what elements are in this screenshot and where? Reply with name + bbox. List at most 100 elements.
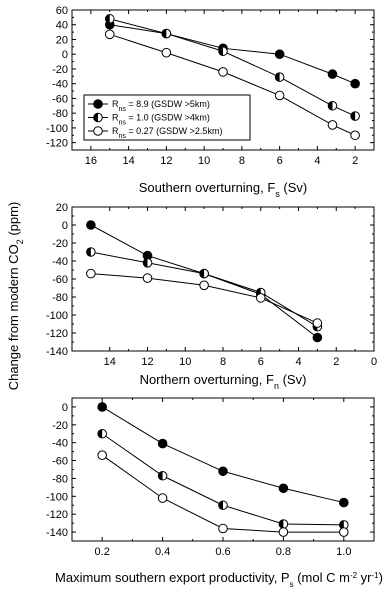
- series-line-half: [101, 433, 344, 526]
- data-point-half: [199, 268, 209, 279]
- y-tick-label: -80: [52, 292, 68, 304]
- x-tick-label: 16: [85, 155, 97, 167]
- data-point-half-half: [86, 247, 91, 257]
- data-point-half-half: [199, 269, 205, 278]
- data-point-half: [157, 470, 168, 481]
- y-tick-label: -80: [52, 473, 68, 485]
- legend-label: Rns = 8.9 (GSDW >5km): [112, 99, 210, 113]
- data-point-open: [199, 280, 209, 291]
- y-tick-label: -120: [46, 328, 68, 340]
- x-tick-label: 6: [258, 356, 264, 368]
- legend: Rns = 8.9 (GSDW >5km)Rns = 1.0 (GSDW >4k…: [83, 94, 251, 141]
- data-point-open: [255, 293, 266, 303]
- data-point-half: [327, 100, 338, 111]
- series-line-filled: [101, 406, 344, 504]
- data-point-open: [350, 130, 360, 141]
- chart-panel-1: 60 40 20 0 -20 -40 -60 -80 -100 -120 16 14 12 10 8 6 4 2 S…: [46, 5, 375, 199]
- y-tick-label: -20: [52, 64, 68, 76]
- x-axis-title: Northern overturning, Fn (Sv): [140, 372, 307, 391]
- x-tick-label: 0.8: [276, 546, 291, 558]
- data-point-filled: [157, 438, 168, 449]
- legend-box: [83, 94, 251, 141]
- x-tick-label: 0.4: [155, 546, 170, 558]
- data-point-filled: [339, 497, 349, 508]
- data-point-half: [97, 428, 107, 439]
- legend-marker-half-half: [93, 113, 98, 122]
- legend-label: Rns = 0.27 (GSDW >2.5km): [112, 126, 222, 140]
- y-tick-label: -100: [46, 491, 68, 503]
- data-point-half-half: [218, 500, 223, 510]
- y-tick-label: -100: [46, 123, 68, 135]
- x-tick-label: 0: [371, 356, 377, 368]
- data-point-open: [312, 318, 323, 328]
- y-tick-label: -40: [52, 79, 68, 91]
- data-point-open: [97, 450, 107, 461]
- data-point-half: [218, 500, 228, 511]
- data-point-open: [339, 527, 349, 537]
- y-tick-label: -40: [52, 438, 68, 450]
- x-tick-label: 0.2: [95, 546, 110, 558]
- plot-frame: [71, 206, 375, 352]
- data-point-filled: [278, 483, 289, 494]
- data-point-half-half: [218, 46, 223, 56]
- y-tick-label: 0: [62, 402, 68, 414]
- data-point-filled: [97, 402, 107, 412]
- x-tick-label: 12: [160, 155, 172, 167]
- data-point-open: [142, 273, 153, 283]
- y-tick-label: -60: [52, 93, 68, 105]
- data-point-half: [161, 28, 172, 39]
- shared-y-axis-label: Change from modern CO2 (ppm): [6, 202, 25, 391]
- y-tick-label: -140: [46, 527, 68, 539]
- data-point-half: [86, 247, 96, 257]
- data-point-filled: [350, 78, 360, 89]
- x-tick-label: 1.0: [336, 546, 351, 558]
- y-tick-label: -80: [52, 108, 68, 120]
- x-tick-label: 2: [333, 356, 339, 368]
- data-point-half-half: [143, 258, 148, 268]
- legend-marker-open: [93, 126, 103, 136]
- x-tick-label: 10: [198, 155, 210, 167]
- x-tick-label: 2: [352, 155, 358, 167]
- x-tick-label: 4: [295, 356, 301, 368]
- data-point-half-half: [97, 429, 103, 439]
- y-tick-label: -60: [52, 274, 68, 286]
- data-point-half-half: [105, 14, 110, 24]
- x-axis-title: Southern overturning, Fs (Sv): [139, 180, 308, 199]
- data-point-half-half: [162, 29, 167, 38]
- y-tick-label: -120: [46, 138, 68, 150]
- data-point-half-half: [158, 471, 163, 481]
- x-tick-label: 8: [220, 356, 226, 368]
- y-tick-label: -20: [52, 420, 68, 432]
- y-tick-label: -120: [46, 509, 68, 521]
- data-point-open: [278, 527, 289, 537]
- series-line-filled: [109, 24, 356, 85]
- x-tick-label: 14: [123, 155, 135, 167]
- data-point-half: [218, 46, 228, 57]
- legend-marker-filled: [93, 99, 103, 109]
- x-tick-label: 14: [104, 356, 116, 368]
- data-point-half-half: [350, 111, 356, 121]
- y-tick-label: -40: [52, 256, 68, 268]
- data-point-open: [86, 268, 96, 279]
- data-point-half: [142, 258, 153, 268]
- x-tick-label: 0.6: [215, 546, 230, 558]
- y-tick-label: -20: [52, 238, 68, 250]
- data-point-open: [218, 523, 228, 534]
- y-tick-label: -100: [46, 310, 68, 322]
- legend-marker-half: [93, 112, 103, 123]
- x-axis-title: Maximum southern export productivity, Ps…: [55, 570, 383, 589]
- data-point-half-half: [339, 520, 344, 530]
- y-tick-label: 20: [56, 34, 68, 46]
- data-point-open: [161, 47, 172, 58]
- x-tick-label: 6: [277, 155, 283, 167]
- x-tick-label: 12: [141, 356, 153, 368]
- data-point-filled: [218, 466, 228, 477]
- data-point-open: [104, 29, 115, 40]
- data-point-open: [218, 67, 228, 77]
- data-point-open: [327, 120, 338, 130]
- y-tick-label: 40: [56, 20, 68, 32]
- x-tick-label: 10: [179, 356, 191, 368]
- data-point-half: [274, 72, 285, 82]
- x-tick-label: 8: [239, 155, 245, 167]
